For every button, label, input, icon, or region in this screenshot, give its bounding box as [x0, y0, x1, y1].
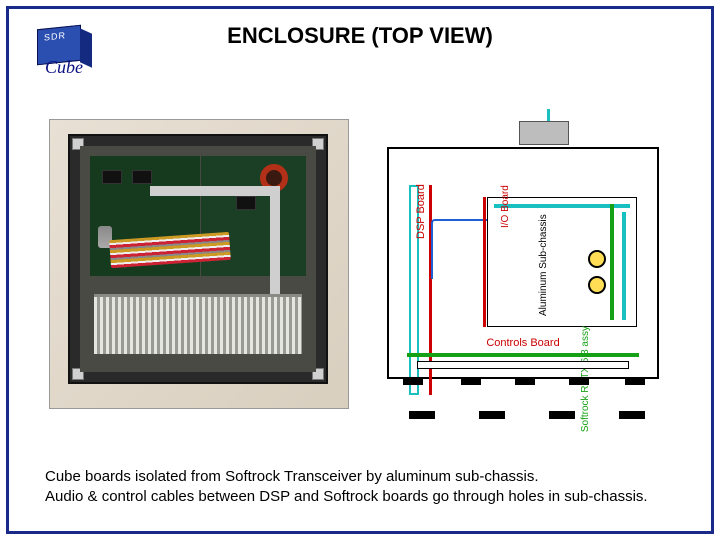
logo-name: Cube [45, 57, 83, 78]
io-board-label: I/O Board [500, 185, 511, 228]
content-row: DSP Board I/O Board Aluminum Sub-chassis… [49, 119, 671, 429]
aluminum-subchassis: I/O Board Aluminum Sub-chassis Softrock … [487, 197, 637, 327]
top-connector [519, 121, 569, 145]
slide-frame: SDR Cube ENCLOSURE (TOP VIEW) [6, 6, 714, 534]
enclosure-photo [49, 119, 349, 409]
enclosure-diagram: DSP Board I/O Board Aluminum Sub-chassis… [379, 119, 669, 419]
controls-board-label: Controls Board [389, 337, 657, 349]
caption-line-1: Cube boards isolated from Softrock Trans… [45, 467, 675, 487]
aluminum-label: Aluminum Sub-chassis [538, 214, 549, 316]
caption: Cube boards isolated from Softrock Trans… [45, 467, 675, 508]
caption-line-2: Audio & control cables between DSP and S… [45, 487, 675, 507]
page-title: ENCLOSURE (TOP VIEW) [9, 23, 711, 49]
dsp-board-label: DSP Board [415, 184, 427, 239]
